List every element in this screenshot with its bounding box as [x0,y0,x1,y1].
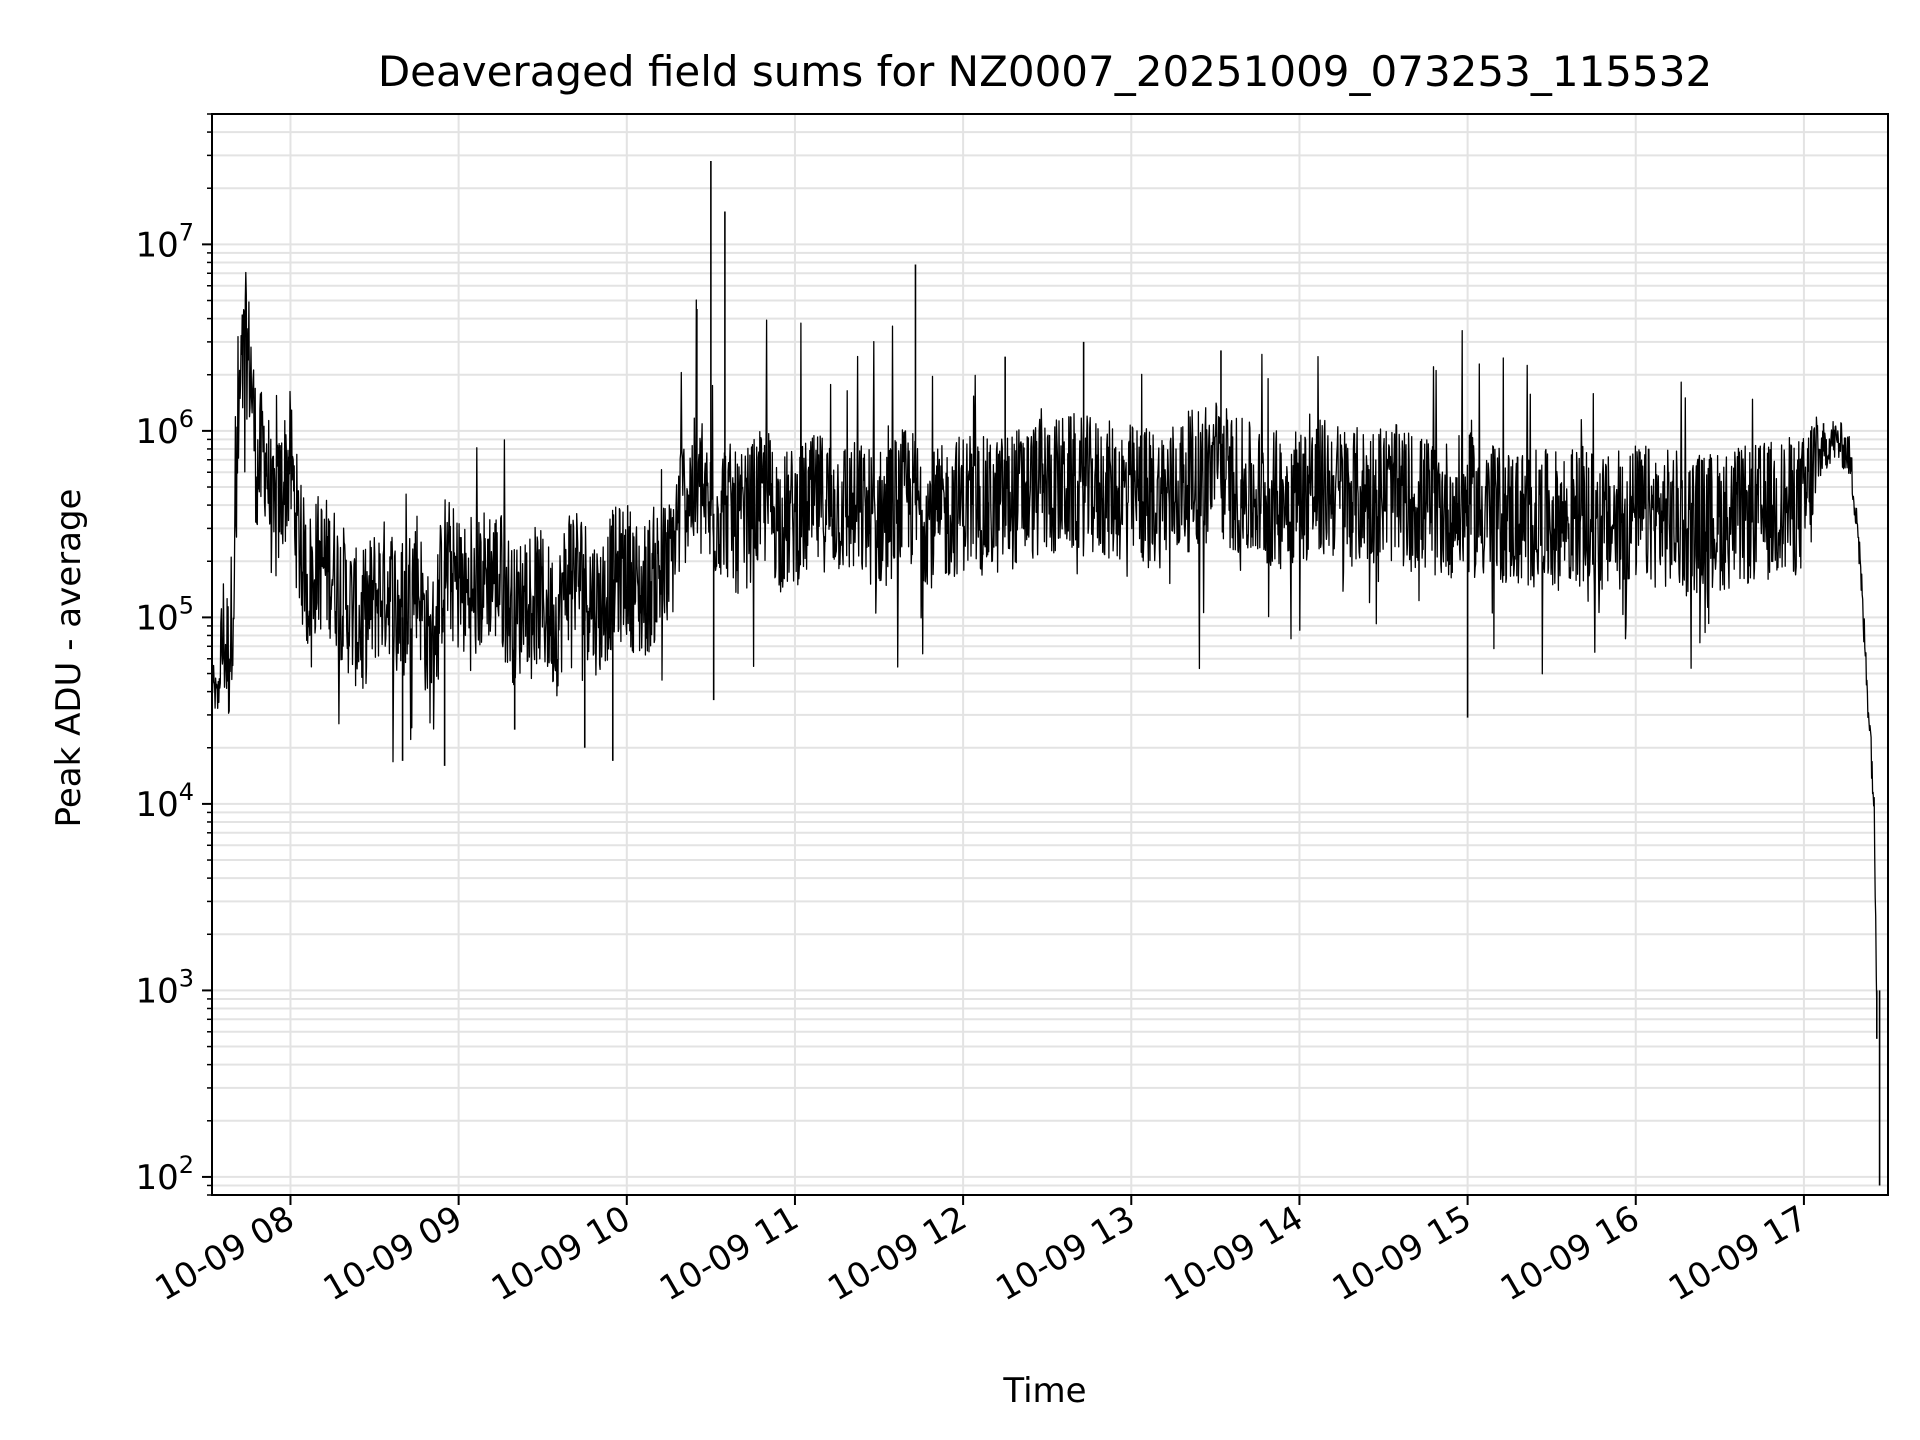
y-tick-label: 107 [135,218,194,265]
y-tick-label: 102 [135,1151,194,1198]
y-tick-label: 104 [135,778,194,825]
y-axis-title: Peak ADU - average [49,489,89,828]
y-tick-label: 106 [135,405,194,452]
plot-frame [211,113,1889,1196]
x-axis-title: Time [1002,1371,1086,1411]
y-tick-label: 103 [135,964,194,1011]
y-tick-label: 105 [135,591,194,638]
series-line [211,271,1878,1010]
data-series [211,160,1881,1186]
grid-lines [212,113,1888,1196]
chart-title: Deaveraged field sums for NZ0007_2025100… [378,47,1712,96]
